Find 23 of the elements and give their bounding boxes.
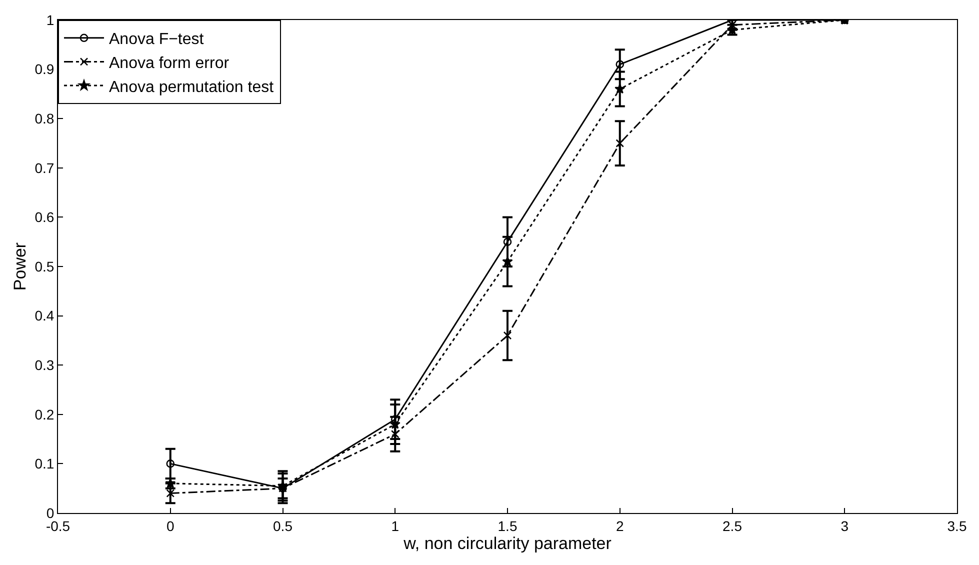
y-tick-label: 1 <box>46 12 54 28</box>
x-axis-title: w, non circularity parameter <box>402 534 612 553</box>
y-tick-label: 0.7 <box>34 160 54 176</box>
x-tick-label: 1.5 <box>498 518 518 534</box>
y-tick-label: 0.4 <box>34 308 54 324</box>
legend-label: Anova permutation test <box>109 78 274 96</box>
x-tick-label: 3.5 <box>947 518 967 534</box>
x-tick-label: 2.5 <box>722 518 742 534</box>
y-tick-label: 0.1 <box>34 456 54 472</box>
y-tick-label: 0.5 <box>34 258 54 274</box>
y-tick-label: 0.3 <box>34 357 54 373</box>
y-tick-label: 0.9 <box>34 61 54 78</box>
legend-label: Anova F−test <box>109 31 204 48</box>
y-axis-title: Power <box>10 242 30 291</box>
x-tick-label: 0 <box>166 518 174 534</box>
y-tick-label: 0.6 <box>34 209 54 226</box>
y-tick-label: 0.8 <box>34 110 54 126</box>
x-tick-label: 2 <box>616 518 624 534</box>
legend-label: Anova form error <box>109 54 230 72</box>
x-tick-label: 3 <box>840 518 849 534</box>
x-tick-label: 1 <box>391 518 400 534</box>
x-tick-label: 0.5 <box>273 518 293 534</box>
y-tick-label: 0.2 <box>34 406 54 422</box>
